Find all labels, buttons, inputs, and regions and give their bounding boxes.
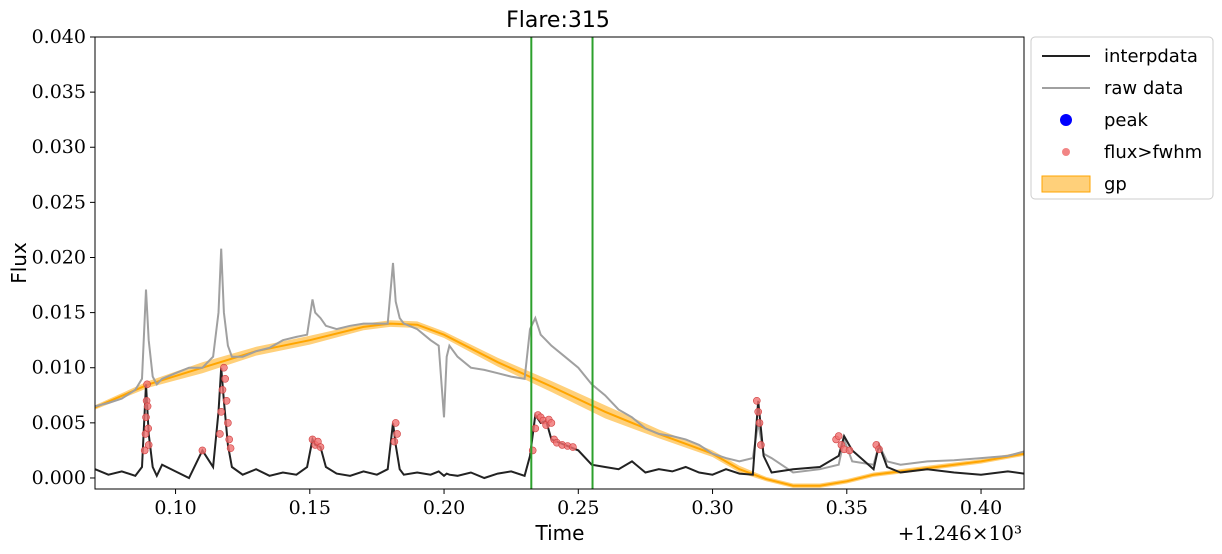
fwhm-point xyxy=(144,424,152,433)
fwhm-point xyxy=(755,419,764,427)
fwhm-point xyxy=(218,385,227,394)
fwhm-point xyxy=(316,443,325,451)
fwhm-point xyxy=(226,444,235,453)
x-tick-label: 0.30 xyxy=(691,497,733,519)
legend-flux-fwhm-label: flux>fwhm xyxy=(1104,142,1202,163)
fwhm-point xyxy=(754,407,763,416)
fwhm-point xyxy=(140,446,149,455)
legend-gp-swatch xyxy=(1041,175,1091,193)
interpdata-line xyxy=(95,367,1024,480)
x-tick-label: 0.10 xyxy=(154,497,196,519)
plot-frame xyxy=(94,36,1025,490)
y-tick-label: 0.040 xyxy=(32,26,86,48)
legend: interpdata raw data peak flux>fwhm gp xyxy=(1030,36,1214,200)
fwhm-point xyxy=(221,374,229,383)
legend-raw-data-label: raw data xyxy=(1104,78,1183,99)
fwhm-point xyxy=(142,413,150,422)
fwhm-point xyxy=(834,432,843,440)
fwhm-point xyxy=(875,445,883,454)
fwhm-point xyxy=(198,446,207,455)
fwhm-point xyxy=(144,441,153,449)
fwhm-point xyxy=(547,419,556,427)
y-tick-label: 0.015 xyxy=(32,302,86,324)
y-tick-label: 0.005 xyxy=(32,412,86,434)
chart-title: Flare:315 xyxy=(506,8,610,33)
legend-flux-fwhm-swatch xyxy=(1062,148,1070,156)
legend-interpdata-label: interpdata xyxy=(1104,46,1198,67)
fwhm-point xyxy=(569,443,577,451)
y-axis: 0.000 0.005 0.010 0.015 0.020 0.025 0.030 0.035… xyxy=(32,26,95,489)
legend-peak-swatch xyxy=(1060,114,1072,126)
y-tick-label: 0.035 xyxy=(32,81,86,103)
y-tick-label: 0.030 xyxy=(32,136,86,158)
fwhm-point xyxy=(531,424,540,433)
fwhm-point xyxy=(225,435,233,444)
x-axis: 0.10 0.15 0.20 0.25 0.30 0.35 0.40 xyxy=(154,489,1002,519)
y-tick-label: 0.010 xyxy=(32,357,86,379)
fwhm-point xyxy=(217,407,225,416)
fwhm-point xyxy=(143,380,151,389)
fwhm-point xyxy=(220,363,228,372)
x-tick-label: 0.15 xyxy=(289,497,331,519)
y-axis-label: Flux xyxy=(7,242,31,284)
x-tick-label: 0.25 xyxy=(557,497,599,519)
x-tick-label: 0.40 xyxy=(960,497,1002,519)
plot-area xyxy=(95,37,1024,489)
fwhm-point xyxy=(752,396,761,405)
fwhm-point xyxy=(222,396,231,405)
fwhm-point xyxy=(216,430,224,438)
x-axis-label: Time xyxy=(535,521,585,545)
fwhm-point xyxy=(391,419,400,427)
legend-peak-label: peak xyxy=(1104,110,1149,131)
fwhm-point xyxy=(393,430,401,438)
fwhm-point xyxy=(757,441,765,449)
x-tick-label: 0.20 xyxy=(423,497,465,519)
y-tick-label: 0.025 xyxy=(32,191,86,213)
x-tick-label: 0.35 xyxy=(826,497,868,519)
x-axis-offset: +1.246×10³ xyxy=(898,521,1022,545)
y-tick-label: 0.020 xyxy=(32,246,86,268)
fwhm-point xyxy=(390,437,399,446)
legend-gp-label: gp xyxy=(1104,174,1127,195)
fwhm-point xyxy=(143,402,152,411)
fwhm-point xyxy=(845,446,854,455)
y-tick-label: 0.000 xyxy=(32,467,86,489)
gp-mean-line xyxy=(95,322,1024,487)
fwhm-point xyxy=(528,446,537,455)
legend-frame xyxy=(1030,36,1214,200)
fwhm-point xyxy=(224,419,232,427)
raw-data-line xyxy=(95,248,1024,474)
